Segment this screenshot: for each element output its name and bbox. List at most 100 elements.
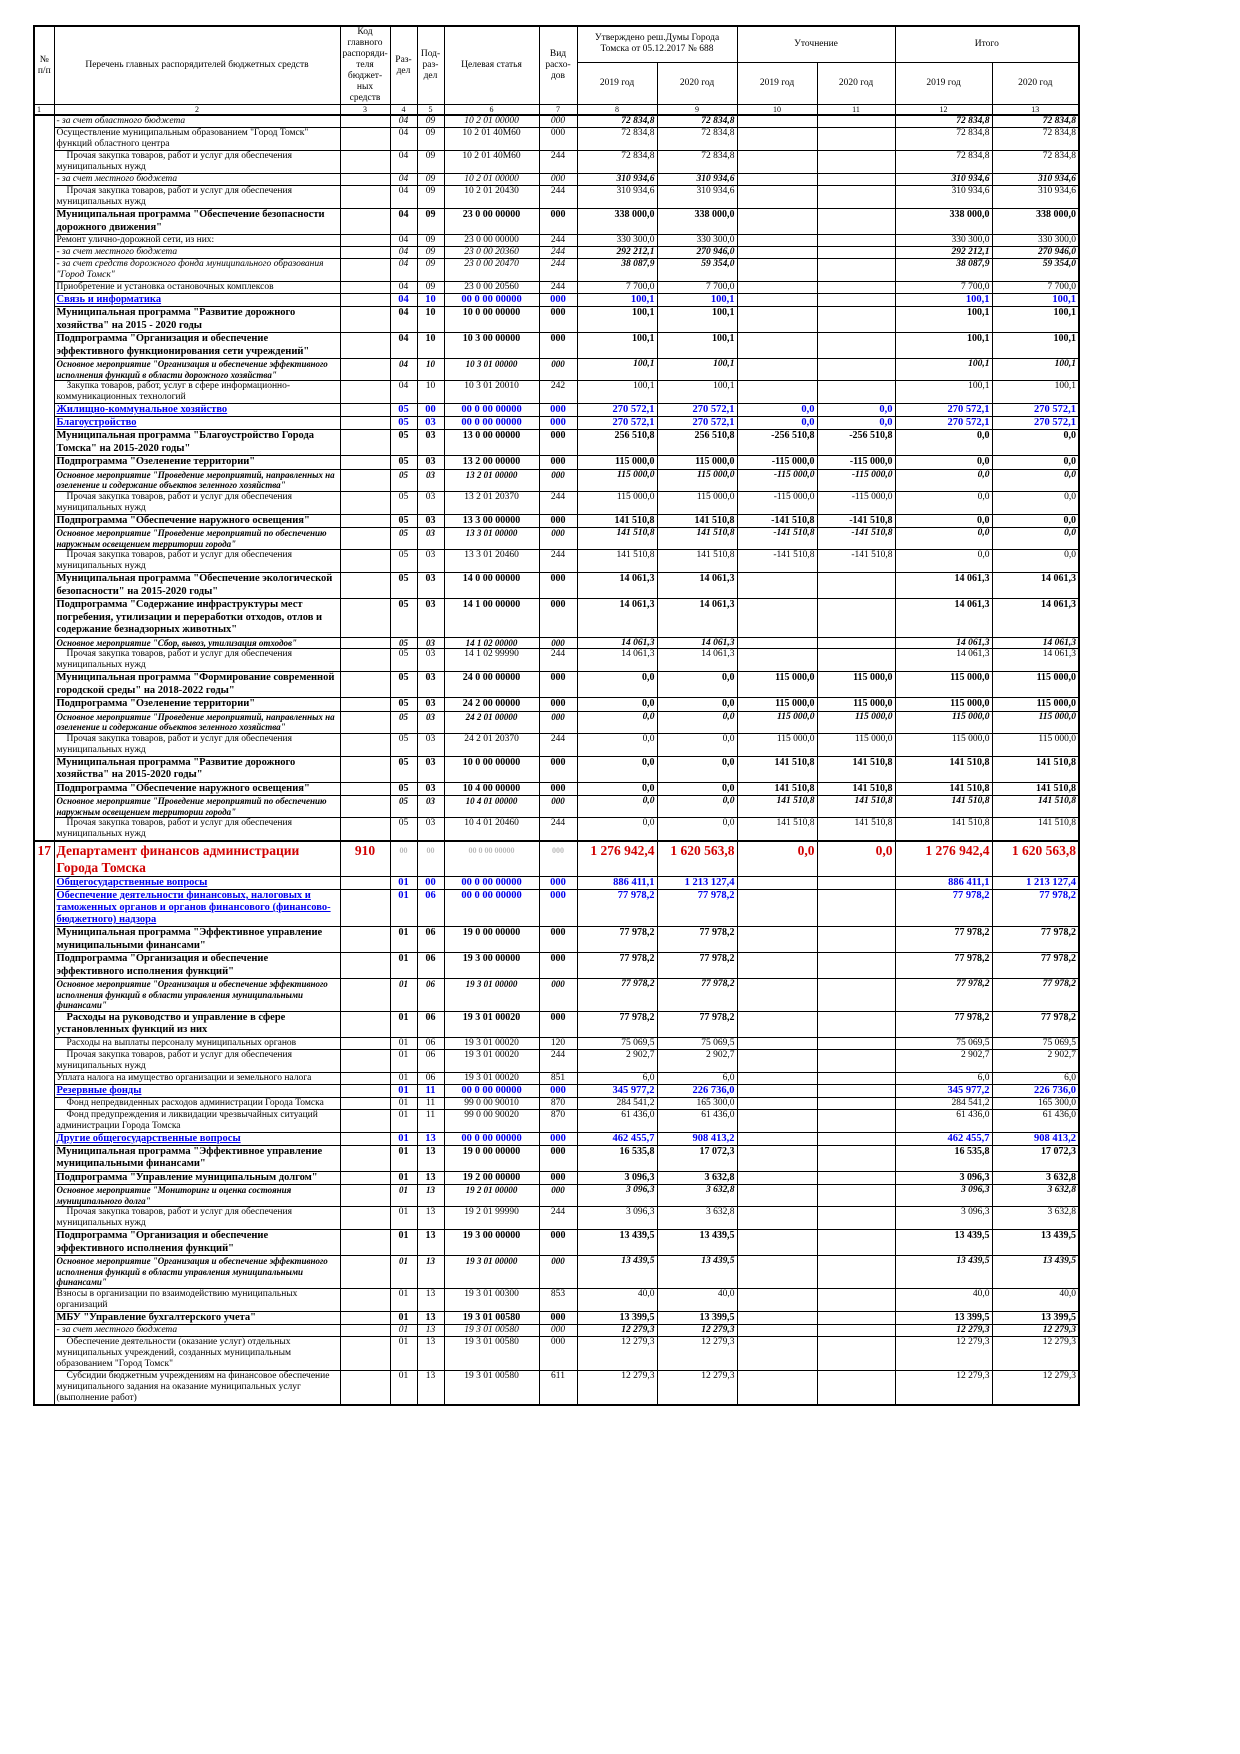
row-target-article: 19 0 00 00000 bbox=[443, 926, 540, 953]
row-razdel: 01 bbox=[389, 978, 418, 1012]
row-razdel: 00 bbox=[389, 840, 418, 877]
row-clarification-2019: 0,0 bbox=[736, 416, 818, 430]
col-year: 2019 год bbox=[894, 61, 993, 106]
table-row: Обеспечение деятельности финансовых, нал… bbox=[33, 889, 1080, 927]
row-num bbox=[33, 455, 55, 469]
table-row: Основное мероприятие "Проведение меропри… bbox=[33, 710, 1080, 734]
row-podrazdel: 09 bbox=[416, 150, 445, 174]
row-total-2019: 12 279,3 bbox=[894, 1370, 993, 1406]
row-expense-type: 244 bbox=[538, 234, 578, 247]
row-name: Подпрограмма "Организация и обеспечение … bbox=[53, 1229, 341, 1256]
column-number: 9 bbox=[656, 104, 738, 116]
table-row: МБУ "Управление бухгалтерского учета" 01 1… bbox=[33, 1310, 1080, 1325]
row-approved-2020: 14 061,3 bbox=[656, 598, 738, 638]
row-total-2020: 270 572,1 bbox=[991, 403, 1080, 417]
row-total-2019: 115 000,0 bbox=[894, 732, 993, 757]
row-approved-2019: 14 061,3 bbox=[576, 648, 658, 672]
row-podrazdel: 13 bbox=[416, 1206, 445, 1230]
row-approved-2019: 0,0 bbox=[576, 781, 658, 796]
table-row: Основное мероприятие "Организация и обес… bbox=[33, 1255, 1080, 1289]
row-approved-2019: 72 834,8 bbox=[576, 114, 658, 128]
table-row: Прочая закупка товаров, работ и услуг дл… bbox=[33, 490, 1080, 515]
row-clarification-2020 bbox=[816, 173, 896, 186]
row-approved-2020: 14 061,3 bbox=[656, 636, 738, 649]
row-total-2020: 0,0 bbox=[991, 549, 1080, 573]
row-podrazdel: 11 bbox=[416, 1083, 445, 1098]
row-code bbox=[339, 648, 391, 672]
row-target-article: 19 3 01 00020 bbox=[443, 1010, 540, 1038]
table-row: Подпрограмма "Содержание инфраструктуры … bbox=[33, 598, 1080, 638]
row-clarification-2020 bbox=[816, 1108, 896, 1133]
row-target-article: 24 2 01 20370 bbox=[443, 732, 540, 757]
row-approved-2020: 0,0 bbox=[656, 755, 738, 783]
row-approved-2019: 100,1 bbox=[576, 293, 658, 307]
row-total-2019: 13 439,5 bbox=[894, 1229, 993, 1256]
row-approved-2020: 0,0 bbox=[656, 817, 738, 842]
row-target-article: 10 2 01 20430 bbox=[443, 185, 540, 209]
row-num bbox=[33, 733, 55, 756]
row-total-2019: 14 061,3 bbox=[894, 636, 993, 649]
row-clarification-2020: -256 510,8 bbox=[816, 429, 896, 456]
row-target-article: 14 0 00 00000 bbox=[443, 572, 540, 599]
row-target-article: 13 3 01 20460 bbox=[443, 549, 540, 573]
row-total-2019: 310 934,6 bbox=[894, 173, 993, 186]
row-num bbox=[33, 234, 55, 247]
row-name: Основное мероприятие "Организация и обес… bbox=[53, 1255, 341, 1289]
column-number: 8 bbox=[576, 104, 658, 116]
col-code: Код главного распоряди-теля бюджет-ных с… bbox=[339, 25, 391, 105]
row-clarification-2019 bbox=[736, 1108, 818, 1133]
row-podrazdel: 03 bbox=[416, 598, 445, 638]
row-approved-2019: 0,0 bbox=[576, 732, 658, 757]
row-code bbox=[339, 926, 391, 953]
row-expense-type: 000 bbox=[538, 1336, 578, 1371]
row-podrazdel: 13 bbox=[416, 1324, 445, 1337]
row-razdel: 01 bbox=[389, 1048, 418, 1073]
row-expense-type: 000 bbox=[538, 332, 578, 359]
row-clarification-2019 bbox=[736, 1206, 818, 1230]
row-target-article: 19 2 00 00000 bbox=[443, 1170, 540, 1185]
row-num bbox=[33, 598, 55, 637]
row-num bbox=[33, 1171, 55, 1185]
row-clarification-2020 bbox=[816, 1184, 896, 1207]
row-clarification-2019: 115 000,0 bbox=[736, 732, 818, 757]
row-expense-type: 000 bbox=[538, 455, 578, 470]
row-expense-type: 000 bbox=[538, 208, 578, 235]
row-expense-type: 244 bbox=[538, 1206, 578, 1230]
row-num bbox=[33, 782, 55, 796]
column-number: 13 bbox=[991, 104, 1080, 116]
table-row: Подпрограмма "Обеспечение наружного осве… bbox=[33, 513, 1080, 528]
row-name: Ремонт улично-дорожной сети, из них: bbox=[53, 234, 341, 247]
row-name: Подпрограмма "Организация и обеспечение … bbox=[53, 952, 341, 979]
row-num bbox=[33, 1109, 55, 1132]
row-total-2019: 3 096,3 bbox=[894, 1170, 993, 1185]
row-approved-2020: 1 620 563,8 bbox=[656, 840, 738, 877]
row-target-article: 99 0 00 90020 bbox=[443, 1108, 540, 1133]
table-row: Расходы на руководство и управление в сф… bbox=[33, 1010, 1080, 1038]
row-clarification-2019 bbox=[736, 1255, 818, 1289]
row-razdel: 01 bbox=[389, 926, 418, 953]
row-approved-2020: 77 978,2 bbox=[656, 978, 738, 1012]
row-clarification-2020 bbox=[816, 281, 896, 294]
row-total-2019: 2 902,7 bbox=[894, 1048, 993, 1073]
row-expense-type: 000 bbox=[538, 1229, 578, 1256]
row-podrazdel: 09 bbox=[416, 258, 445, 282]
row-clarification-2020 bbox=[816, 1048, 896, 1073]
row-podrazdel: 06 bbox=[416, 978, 445, 1012]
row-approved-2019: 115 000,0 bbox=[576, 490, 658, 515]
col-year: 2020 год bbox=[816, 61, 896, 106]
row-podrazdel: 03 bbox=[416, 513, 445, 528]
row-num bbox=[33, 1011, 55, 1037]
row-clarification-2020: -115 000,0 bbox=[816, 455, 896, 470]
row-code bbox=[339, 1287, 391, 1312]
row-razdel: 04 bbox=[389, 127, 418, 151]
row-total-2019: 77 978,2 bbox=[894, 926, 993, 953]
row-total-2020: 0,0 bbox=[991, 527, 1080, 550]
row-total-2019: 141 510,8 bbox=[894, 817, 993, 842]
col-year: 2020 год bbox=[991, 61, 1080, 106]
row-target-article: 00 0 00 00000 bbox=[443, 1131, 540, 1146]
row-target-article: 00 0 00 00000 bbox=[443, 889, 540, 927]
row-total-2020: 13 399,5 bbox=[991, 1310, 1080, 1325]
row-expense-type: 120 bbox=[538, 1036, 578, 1050]
row-name: Муниципальная программа "Эффективное упр… bbox=[53, 1144, 341, 1172]
row-code bbox=[339, 671, 391, 698]
